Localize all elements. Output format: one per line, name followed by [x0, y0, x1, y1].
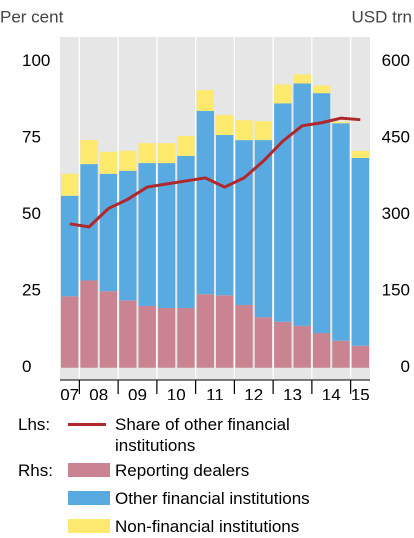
y-tick-label: 25	[22, 281, 41, 300]
y2-tick-label: 150	[382, 281, 410, 300]
x-tick-label: 10	[167, 385, 186, 400]
line-series	[69, 116, 361, 229]
y2-axis-label: USD trn	[352, 7, 412, 26]
bar-segment	[61, 296, 79, 368]
bar-segment	[254, 121, 273, 141]
bar-segment	[177, 136, 195, 156]
y-tick-label: 0	[22, 357, 31, 376]
bar-segment	[119, 300, 137, 368]
legend-label: Non-financial institutions	[115, 517, 300, 536]
bar-segment	[216, 115, 234, 135]
legend-swatch	[68, 519, 110, 533]
y2-tick-label: 600	[382, 51, 410, 70]
bar-segment	[254, 317, 273, 368]
bar-segment	[293, 325, 311, 368]
chart: Per cent USD trn 0 25 50 75 100 0 150 300 450 600…	[0, 7, 412, 400]
bar-segment	[351, 150, 369, 158]
y2-tick-label: 0	[401, 357, 410, 376]
x-tick-label: 12	[244, 385, 263, 400]
bar-segment	[196, 111, 214, 295]
x-tick-label: 08	[89, 385, 108, 400]
x-tick-label: 13	[283, 385, 302, 400]
bar-segment	[177, 155, 195, 309]
x-tick-label: 15	[351, 385, 370, 400]
x-tick-label: 11	[206, 385, 224, 400]
y-axis-label: Per cent	[0, 7, 64, 26]
bar-segment	[351, 345, 369, 368]
bar-segment	[138, 143, 156, 164]
legend-label: Share of other financial institutions	[115, 415, 290, 455]
legend-swatch	[68, 423, 106, 426]
bar-segment	[332, 123, 350, 341]
bar-segment	[293, 74, 311, 84]
legend-swatch	[68, 463, 110, 477]
bar-segment	[177, 308, 195, 368]
y2-tick-label: 450	[382, 128, 410, 147]
legend-axis-label: Lhs:	[18, 415, 51, 434]
y-tick-label: 75	[22, 128, 41, 147]
bar-segment	[119, 170, 137, 301]
legend-label: Other financial institutions	[115, 489, 310, 508]
bar-segment	[235, 140, 253, 305]
bar-segment	[99, 173, 118, 292]
y2-tick-label: 300	[382, 204, 410, 223]
legend-label: Reporting dealers	[115, 461, 250, 480]
bar-segment	[61, 173, 79, 196]
bar-segment	[138, 305, 156, 368]
x-tick-label: 07	[60, 385, 79, 400]
bar-segment	[274, 103, 292, 322]
bar-segment	[293, 83, 311, 326]
bar-segment	[274, 321, 292, 368]
bar-segment	[119, 150, 137, 171]
bar-segment	[80, 140, 98, 165]
bar-segment	[196, 294, 214, 368]
bar-segment	[216, 135, 234, 296]
bar-segment	[80, 164, 98, 281]
bar-segment	[254, 140, 273, 318]
bar-segment	[157, 163, 176, 309]
bar-segment	[216, 295, 234, 368]
x-tick-label: 14	[322, 385, 341, 400]
bar-segment	[157, 308, 176, 368]
bar-segment	[274, 84, 292, 104]
y-tick-label: 50	[22, 204, 41, 223]
x-tick-label: 09	[128, 385, 147, 400]
bar-segment	[99, 151, 118, 174]
legend-swatch	[68, 491, 110, 505]
bar-segment	[332, 121, 350, 124]
bar-segment	[157, 143, 176, 164]
bar-segment	[80, 280, 98, 368]
bar-segment	[351, 157, 369, 346]
bar-segment	[312, 93, 331, 334]
bar-segment	[235, 120, 253, 141]
bar-segment	[196, 90, 214, 112]
bar-segment	[61, 195, 79, 297]
bar-segment	[235, 304, 253, 368]
bar-segment	[312, 333, 331, 368]
legend-axis-label: Rhs:	[18, 461, 53, 480]
y-tick-label: 100	[22, 51, 50, 70]
bar-segment	[332, 340, 350, 368]
bar-segment	[138, 163, 156, 306]
bar-segment	[312, 85, 331, 94]
bar-segment	[99, 291, 118, 368]
